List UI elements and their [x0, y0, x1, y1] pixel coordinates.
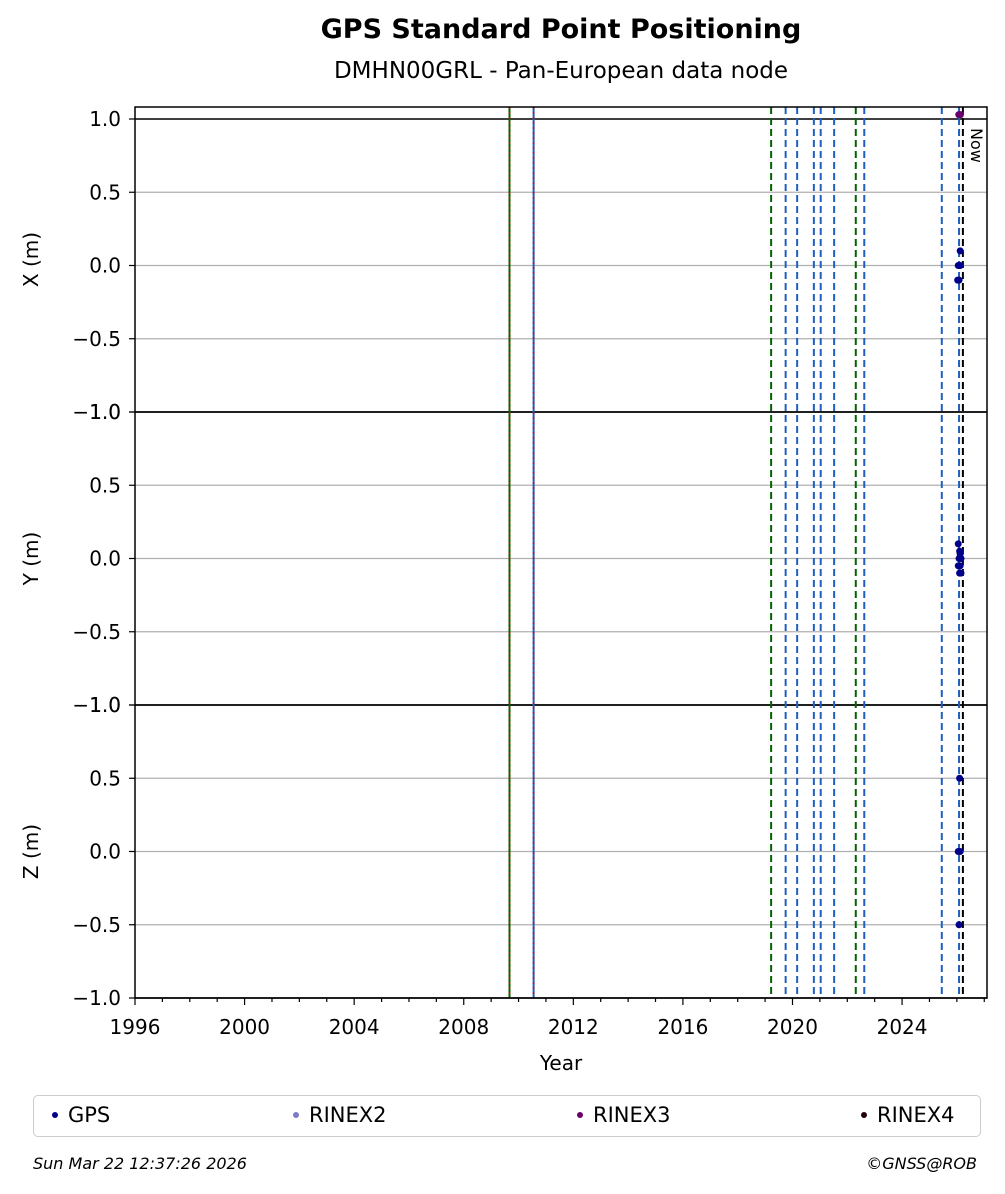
- now-label: Now: [967, 128, 986, 163]
- chart-title: GPS Standard Point Positioning: [320, 14, 802, 45]
- x-tick-label: 2008: [438, 1015, 489, 1039]
- y-tick-label: 0.5: [89, 766, 121, 790]
- y-tick-label: 0.0: [89, 840, 121, 864]
- y-tick-label: −1.0: [72, 400, 121, 424]
- data-point: [956, 550, 964, 558]
- legend-label: RINEX4: [877, 1103, 955, 1127]
- data-point: [956, 262, 964, 269]
- data-point: [957, 569, 965, 577]
- timestamp: Sun Mar 22 12:37:26 2026: [33, 1154, 247, 1173]
- legend-label: RINEX3: [593, 1103, 671, 1127]
- y-tick-label: 1.0: [89, 400, 121, 424]
- y-tick-label: 0.0: [89, 547, 121, 571]
- y-tick-label: −1.0: [72, 986, 121, 1010]
- y-axis-label: Y (m): [19, 532, 43, 587]
- x-axis-label: Year: [539, 1051, 583, 1075]
- x-tick-label: 2000: [219, 1015, 270, 1039]
- legend-item-gps: GPS: [52, 1103, 110, 1127]
- data-point: [956, 111, 964, 119]
- data-point: [956, 774, 964, 782]
- y-tick-label: −1.0: [72, 693, 121, 717]
- legend-marker: [861, 1112, 867, 1118]
- data-point: [956, 848, 964, 855]
- x-tick-label: 2012: [548, 1015, 599, 1039]
- legend: GPS RINEX2 RINEX3 RINEX4: [33, 1095, 981, 1137]
- legend-item-rinex4: RINEX4: [861, 1103, 955, 1127]
- x-tick-label: 2024: [877, 1015, 928, 1039]
- data-point: [956, 247, 964, 255]
- chart-plot: 1.0 0.5 0.0 −0.5 −1.0 X (m) 1.0 0.5 0.0 −0.5 −1.0 Y…: [19, 106, 988, 1075]
- y-axis-label: X (m): [19, 232, 43, 287]
- y-tick-label: 0.5: [89, 180, 121, 204]
- legend-label: RINEX2: [309, 1103, 387, 1127]
- plot-frame: [134, 106, 988, 999]
- data-point: [955, 921, 963, 929]
- y-tick-label: 1.0: [89, 107, 121, 131]
- y-tick-label: 0.5: [89, 473, 121, 497]
- legend-marker: [293, 1112, 299, 1118]
- y-tick-label: 1.0: [89, 693, 121, 717]
- x-tick-label: 2016: [657, 1015, 708, 1039]
- y-tick-label: −0.5: [72, 913, 121, 937]
- legend-marker: [52, 1112, 58, 1118]
- legend-marker: [577, 1112, 583, 1118]
- data-point: [954, 540, 962, 548]
- y-axis-label: Z (m): [19, 824, 43, 879]
- x-tick-label: 2004: [329, 1015, 380, 1039]
- y-tick-label: −0.5: [72, 620, 121, 644]
- x-tick-label: 2020: [767, 1015, 818, 1039]
- x-tick-label: 1996: [110, 1015, 161, 1039]
- legend-item-rinex2: RINEX2: [293, 1103, 387, 1127]
- chart-subtitle: DMHN00GRL - Pan-European data node: [333, 58, 789, 84]
- y-tick-label: 0.0: [89, 254, 121, 278]
- copyright: ©GNSS@ROB: [866, 1154, 977, 1173]
- legend-item-rinex3: RINEX3: [577, 1103, 671, 1127]
- legend-label: GPS: [68, 1103, 111, 1127]
- data-point: [954, 276, 962, 284]
- y-tick-label: −0.5: [72, 327, 121, 351]
- data-point: [956, 562, 964, 570]
